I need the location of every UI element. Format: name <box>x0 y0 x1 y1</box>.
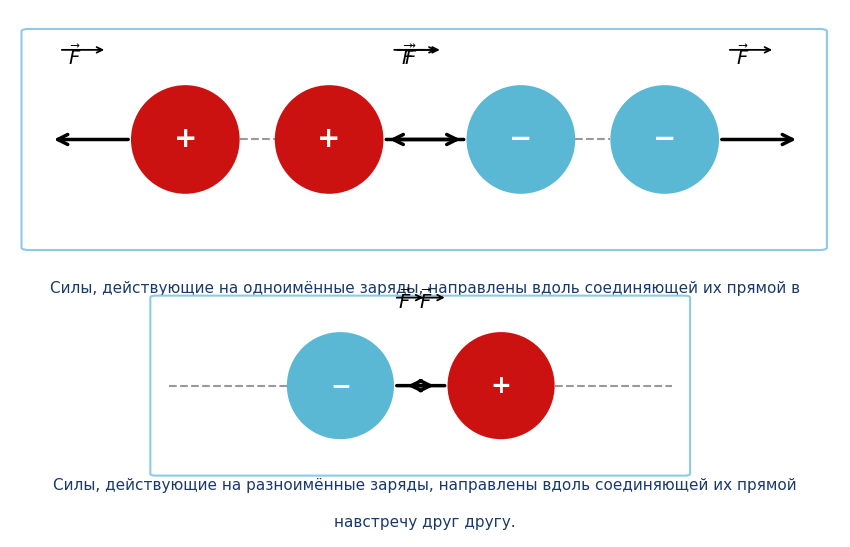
Ellipse shape <box>131 85 240 194</box>
Text: −: − <box>330 374 351 398</box>
Ellipse shape <box>447 332 554 439</box>
Text: Силы, действующие на одноимённые заряды, направлены вдоль соединяющей их прямой : Силы, действующие на одноимённые заряды,… <box>50 281 800 296</box>
Text: −: − <box>653 125 677 154</box>
FancyBboxPatch shape <box>150 295 690 475</box>
Text: $\vec{F}$: $\vec{F}$ <box>400 44 414 69</box>
Text: +: + <box>173 125 197 154</box>
Text: $\vec{F}$: $\vec{F}$ <box>736 44 750 69</box>
Text: $\vec{F}$: $\vec{F}$ <box>419 289 433 313</box>
Text: +: + <box>317 125 341 154</box>
Text: Силы, действующие на разноимённые заряды, направлены вдоль соединяющей их прямой: Силы, действующие на разноимённые заряды… <box>54 478 796 493</box>
Ellipse shape <box>275 85 383 194</box>
Text: навстречу друг другу.: навстречу друг другу. <box>334 515 516 530</box>
Text: $\vec{F}$: $\vec{F}$ <box>398 289 411 313</box>
Text: −: − <box>509 125 532 154</box>
Text: противоположные стороны.: противоположные стороны. <box>311 320 539 335</box>
Text: $\vec{F}$: $\vec{F}$ <box>404 44 417 69</box>
FancyBboxPatch shape <box>21 29 827 250</box>
Ellipse shape <box>286 332 394 439</box>
Text: $\vec{F}$: $\vec{F}$ <box>68 44 82 69</box>
Ellipse shape <box>467 85 575 194</box>
Ellipse shape <box>610 85 719 194</box>
Text: +: + <box>490 374 512 398</box>
